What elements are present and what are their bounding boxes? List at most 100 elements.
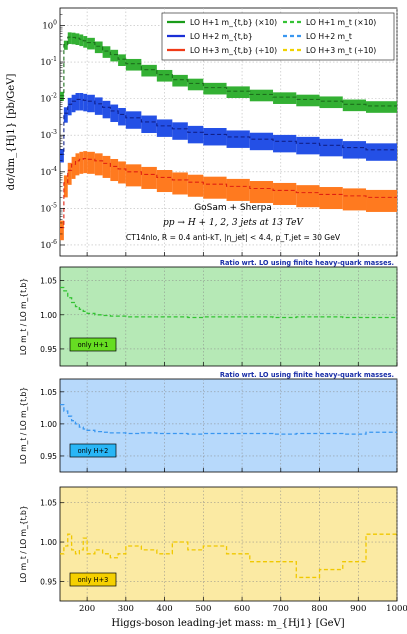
ratio-y-tick-label: 0.95 [40,452,57,461]
band-bin-1 [87,94,95,113]
band-bin-0 [187,78,204,91]
band-bin-1 [203,128,227,146]
band-bin-2 [94,153,103,176]
annotation-generator: GoSam + Sherpa [194,203,272,213]
ratio-y-axis-label: LO m_t / LO m_{t,b} [19,387,28,464]
band-bin-2 [226,178,250,201]
band-bin-2 [60,220,64,241]
annotation-process: pp → H + 1, 2, 3 jets at 13 TeV [163,218,304,228]
band-bin-0 [296,94,320,107]
band-bin-1 [71,94,76,113]
ratio-y-axis-label: LO m_t / LO m_{t,b} [19,278,28,355]
ratio-line [60,286,397,319]
band-bin-1 [60,149,64,163]
band-bin-0 [102,46,111,58]
band-bin-1 [63,107,68,123]
band-bin-1 [226,130,250,148]
x-tick-label: 900 [350,604,366,614]
legend-label: LO H+2 m_{t,b} [190,32,253,41]
ratio-frame [59,378,398,473]
band-bin-2 [102,155,111,178]
ratio-panel-h2: Ratio wrt. LO using finite heavy-quark m… [19,371,398,473]
ratio-line [60,533,397,579]
ratio-box-label: only H+1 [78,341,109,349]
band-bin-2 [75,153,80,176]
band-bin-0 [366,101,397,113]
legend-label: LO H+3 m_t (÷10) [306,46,376,55]
ratio-y-tick-label: 1.05 [40,388,57,397]
band-bin-0 [203,82,227,95]
band-bin-0 [273,92,297,104]
y-tick-label: 10-1 [40,56,57,68]
band-bin-0 [87,37,95,50]
band-bin-2 [249,181,274,204]
ratio-y-tick-label: 0.95 [40,345,57,354]
band-bin-1 [273,134,297,153]
band-bin-1 [156,119,173,137]
band-bin-2 [156,170,173,193]
x-tick-label: 700 [273,604,289,614]
band-bin-1 [118,107,126,126]
band-bin-2 [71,156,76,179]
x-tick-label: 200 [79,604,95,614]
band-bin-2 [366,189,397,212]
series-line-0 [60,36,397,107]
band-bin-1 [79,93,84,111]
main-x-ticks [86,252,398,256]
band-bin-2 [110,158,119,182]
main-y-ticks: 10-6 10-5 10-4 10-3 10-2 10-1 100 [40,14,65,251]
band-bin-2 [141,166,157,189]
band-bin-1 [75,93,80,111]
x-tick-label: 400 [156,604,172,614]
ratio-y-tick-label: 1.00 [40,420,57,429]
band-bin-2 [172,172,188,195]
band-bin-0 [79,34,84,47]
main-y-axis-label: dσ/dm_{Hj1} [pb/GeV] [6,74,17,191]
band-bin-0 [60,91,64,101]
band-bin-1 [366,143,397,161]
band-bin-0 [249,89,274,102]
band-bin-2 [296,185,320,208]
band-bin-1 [110,104,119,122]
band-bin-0 [141,64,157,77]
band-bin-0 [94,41,103,54]
band-bin-2 [67,162,72,185]
band-bin-0 [67,32,72,44]
x-tick-label: 500 [195,604,211,614]
band-bin-0 [110,49,119,62]
band-bin-1 [187,125,204,144]
band-bin-2 [125,164,142,187]
band-bin-0 [172,74,188,87]
main-lines [60,36,397,229]
band-bin-2 [63,175,68,198]
band-bin-1 [94,97,103,115]
band-bin-1 [172,122,188,140]
y-tick-label: 10-6 [40,239,57,251]
ratio-line [60,404,397,435]
y-tick-label: 10-3 [40,129,57,141]
band-bin-2 [118,161,126,184]
band-bin-0 [75,33,80,45]
x-tick-label: 600 [234,604,250,614]
ratio-y-tick-label: 1.05 [40,277,57,286]
band-bin-0 [83,36,88,48]
legend-label: LO H+2 m_t [306,32,352,41]
y-tick-label: 100 [42,19,57,31]
ratio-box-label: only H+2 [78,447,109,455]
band-bin-1 [125,111,142,129]
band-bin-1 [83,93,88,112]
x-tick-label: 300 [118,604,134,614]
ratio-panel-h3: 0.95 1.00 1.05 only H+3 LO m_t / LO m_{t,b} 2… [19,486,407,614]
band-bin-1 [249,132,274,151]
y-tick-label: 10-5 [40,202,57,214]
band-bin-2 [83,151,88,174]
band-bin-1 [296,136,320,155]
band-bin-0 [319,96,343,109]
ratio-title: Ratio wrt. LO using finite heavy-quark m… [220,371,394,379]
band-bin-0 [118,54,126,66]
ratio-box [69,572,117,587]
band-bin-2 [87,151,95,174]
series-line-1 [60,98,397,155]
ratio-box-label: only H+3 [78,576,109,584]
